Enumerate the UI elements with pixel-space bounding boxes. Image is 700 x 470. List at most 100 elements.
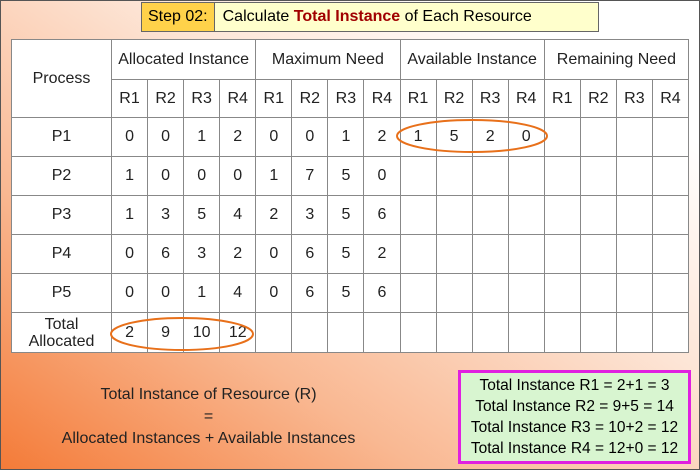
- value-cell: 2: [219, 234, 257, 274]
- empty-cell: [471, 312, 509, 353]
- empty-cell: [579, 117, 617, 157]
- empty-cell: [651, 312, 690, 353]
- empty-cell: [327, 312, 365, 353]
- empty-cell: [615, 117, 653, 157]
- empty-cell: [615, 195, 653, 235]
- resource-header: R4: [651, 79, 690, 118]
- empty-cell: [399, 156, 437, 196]
- result-line: Total Instance R4 = 12+0 = 12: [470, 440, 679, 457]
- value-cell: 5: [435, 117, 473, 157]
- value-cell: 0: [147, 117, 185, 157]
- empty-cell: [651, 117, 690, 157]
- step-label: Step 02:: [142, 3, 215, 31]
- resource-header: R2: [435, 79, 473, 118]
- empty-cell: [579, 312, 617, 353]
- data-row: Total Allocated 2 9 10 12: [11, 312, 690, 353]
- empty-cell: [435, 234, 473, 274]
- row-label: P4: [11, 234, 112, 274]
- value-cell: 6: [363, 273, 401, 313]
- formula-line: Total Instance of Resource (R): [100, 386, 317, 403]
- value-cell: 5: [327, 234, 365, 274]
- empty-cell: [471, 195, 509, 235]
- empty-cell: [543, 273, 581, 313]
- value-cell: 1: [399, 117, 437, 157]
- empty-cell: [507, 273, 545, 313]
- value-cell: 6: [291, 273, 329, 313]
- group-header: Available Instance: [399, 39, 545, 80]
- value-cell: 7: [291, 156, 329, 196]
- value-cell: 1: [183, 273, 221, 313]
- title-prefix: Calculate: [222, 8, 294, 25]
- value-cell: 0: [147, 156, 185, 196]
- data-row: P3 1 3 5 4 2 3 5 6: [11, 195, 690, 235]
- value-cell: 0: [255, 273, 293, 313]
- value-cell: 5: [183, 195, 221, 235]
- empty-cell: [579, 195, 617, 235]
- value-cell: 3: [183, 234, 221, 274]
- value-cell: 2: [363, 234, 401, 274]
- value-cell: 0: [110, 273, 149, 313]
- empty-cell: [399, 234, 437, 274]
- group-header: Allocated Instance: [110, 39, 257, 80]
- row-label: P3: [11, 195, 112, 235]
- empty-cell: [471, 156, 509, 196]
- value-cell: 0: [255, 117, 293, 157]
- empty-cell: [579, 273, 617, 313]
- result-line: Total Instance R1 = 2+1 = 3: [479, 377, 670, 394]
- value-cell: 6: [147, 234, 185, 274]
- value-cell: 1: [110, 156, 149, 196]
- value-cell: 12: [219, 312, 257, 353]
- empty-cell: [615, 234, 653, 274]
- formula-line: Allocated Instances + Available Instance…: [61, 430, 356, 447]
- data-row: P1 0 0 1 2 0 0 1 2 1 5 2 0: [11, 117, 690, 157]
- value-cell: 0: [363, 156, 401, 196]
- header-row: Process Allocated Instance Maximum Need Ava…: [11, 39, 690, 118]
- resource-header: R3: [327, 79, 365, 118]
- empty-cell: [507, 312, 545, 353]
- value-cell: 5: [327, 195, 365, 235]
- resource-header: R4: [219, 79, 257, 118]
- value-cell: 0: [219, 156, 257, 196]
- title-suffix: of Each Resource: [400, 8, 532, 25]
- empty-cell: [543, 156, 581, 196]
- results-box: Total Instance R1 = 2+1 = 3 Total Instanc…: [458, 370, 691, 464]
- empty-cell: [543, 234, 581, 274]
- step-banner: Step 02: Calculate Total Instance of Eac…: [141, 2, 599, 32]
- empty-cell: [651, 234, 690, 274]
- resource-header: R3: [615, 79, 653, 118]
- value-cell: 6: [363, 195, 401, 235]
- value-cell: 0: [507, 117, 545, 157]
- value-cell: 5: [327, 273, 365, 313]
- empty-cell: [579, 156, 617, 196]
- empty-cell: [507, 156, 545, 196]
- header-row: R1 R2 R3 R4 R1 R2 R3 R4 R1 R2 R3 R4 R1 R2 R3 R4: [12, 79, 690, 118]
- value-cell: 2: [363, 117, 401, 157]
- empty-cell: [543, 195, 581, 235]
- title-bold: Total Instance: [293, 8, 401, 25]
- value-cell: 6: [291, 234, 329, 274]
- data-row: P2 1 0 0 0 1 7 5 0: [11, 156, 690, 196]
- value-cell: 3: [291, 195, 329, 235]
- resource-header: R4: [507, 79, 545, 118]
- resource-header: R2: [291, 79, 329, 118]
- value-cell: 1: [183, 117, 221, 157]
- value-cell: 1: [110, 195, 149, 235]
- resource-header: R3: [471, 79, 509, 118]
- formula: Total Instance of Resource (R) = Allocat…: [11, 384, 406, 450]
- empty-cell: [255, 312, 293, 353]
- resource-header: R4: [363, 79, 401, 118]
- resource-header: R1: [110, 79, 149, 118]
- empty-cell: [579, 234, 617, 274]
- empty-cell: [399, 273, 437, 313]
- empty-cell: [471, 273, 509, 313]
- value-cell: 3: [147, 195, 185, 235]
- row-label: Total Allocated: [11, 312, 112, 353]
- value-cell: 4: [219, 273, 257, 313]
- value-cell: 2: [255, 195, 293, 235]
- empty-cell: [651, 273, 690, 313]
- resource-table: Process Allocated Instance Maximum Need Ava…: [11, 39, 690, 353]
- value-cell: 2: [471, 117, 509, 157]
- empty-cell: [363, 312, 401, 353]
- value-cell: 0: [147, 273, 185, 313]
